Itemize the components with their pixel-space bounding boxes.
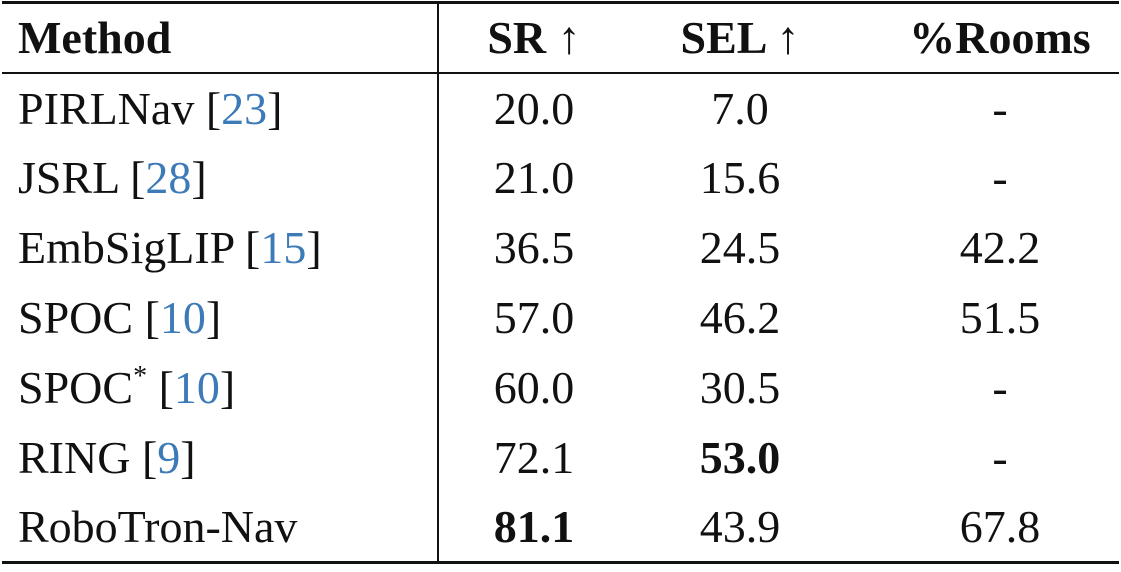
table-body: PIRLNav [23] 20.0 7.0 - JSRL [28] 21.0 15.6 - Em… [2, 72, 1119, 563]
method-name: SPOC [18, 362, 134, 413]
cite-bracket: [ [130, 152, 146, 203]
value-cell: 57.0 [493, 292, 575, 343]
table-row: SPOC [10] 57.0 46.2 51.5 [2, 282, 1119, 353]
header-cell: Method [2, 2, 439, 73]
citation: 23 [221, 82, 268, 134]
cite-bracket: [ [144, 292, 160, 343]
table-row: RING [9] 72.1 53.0 - [2, 422, 1119, 493]
value-cell: 15.6 [699, 152, 781, 203]
citation: 10 [173, 362, 220, 413]
method-cell: EmbSigLIP [15] [2, 212, 439, 283]
method-cell: SPOC [10] [2, 282, 439, 353]
value-cell: 36.5 [493, 222, 575, 273]
citation: 15 [260, 222, 307, 273]
method-name: SPOC [18, 292, 134, 343]
value-cell: 42.2 [959, 222, 1041, 273]
method-cell: RoboTron-Nav [2, 492, 439, 563]
value-cell: - [992, 82, 1008, 134]
value-cell: 24.5 [699, 222, 781, 273]
value-cell: - [992, 152, 1008, 203]
method-name: EmbSigLIP [18, 222, 234, 273]
cite-bracket: [ [141, 432, 158, 483]
citation: 28 [145, 152, 192, 203]
value-cell: 7.0 [711, 82, 769, 134]
value-cell: 67.8 [959, 501, 1041, 553]
method-cell: JSRL [28] [2, 142, 439, 213]
cite-bracket: [ [158, 362, 174, 413]
method-name: RoboTron-Nav [18, 501, 298, 553]
superscript: * [133, 361, 148, 392]
method-cell: RING [9] [2, 422, 439, 493]
value-cell: - [992, 432, 1008, 483]
cite-bracket: ] [219, 362, 236, 413]
value-cell: 51.5 [959, 292, 1041, 343]
header-cell: %Rooms [909, 12, 1091, 64]
table-row: JSRL [28] 21.0 15.6 - [2, 142, 1119, 213]
cite-bracket: [ [205, 82, 222, 134]
cite-bracket: ] [306, 222, 322, 273]
cite-bracket: ] [191, 152, 207, 203]
table-row: RoboTron-Nav 81.1 43.9 67.8 [2, 492, 1119, 563]
value-cell: 72.1 [493, 432, 575, 483]
citation: 9 [157, 432, 181, 483]
cite-bracket: ] [267, 82, 283, 134]
header-cell: SEL ↑ [680, 12, 800, 64]
table-row: PIRLNav [23] 20.0 7.0 - [2, 72, 1119, 143]
method-name: RING [18, 432, 131, 483]
value-cell: 43.9 [699, 501, 781, 553]
method-name: PIRLNav [18, 82, 195, 134]
table-row: EmbSigLIP [15] 36.5 24.5 42.2 [2, 212, 1119, 283]
cite-bracket: ] [205, 292, 222, 343]
value-cell: 30.5 [699, 362, 781, 413]
value-cell: 46.2 [699, 292, 781, 343]
table-row: SPOC* [10] 60.0 30.5 - [2, 352, 1119, 423]
method-cell: PIRLNav [23] [2, 72, 439, 143]
value-cell: 53.0 [699, 432, 781, 483]
cite-bracket: ] [180, 432, 196, 483]
header-cell: SR ↑ [487, 12, 581, 64]
value-cell: 81.1 [493, 501, 575, 553]
value-cell: 20.0 [493, 82, 575, 134]
header-row: Method SR ↑ SEL ↑ %Rooms [2, 2, 1119, 73]
value-cell: 21.0 [493, 152, 575, 203]
value-cell: 60.0 [493, 362, 575, 413]
cite-bracket: [ [245, 222, 261, 273]
citation: 10 [159, 292, 206, 343]
method-name: JSRL [18, 152, 119, 203]
table-header: Method SR ↑ SEL ↑ %Rooms [2, 2, 1119, 73]
method-cell: SPOC* [10] [2, 352, 439, 423]
value-cell: - [992, 362, 1008, 413]
